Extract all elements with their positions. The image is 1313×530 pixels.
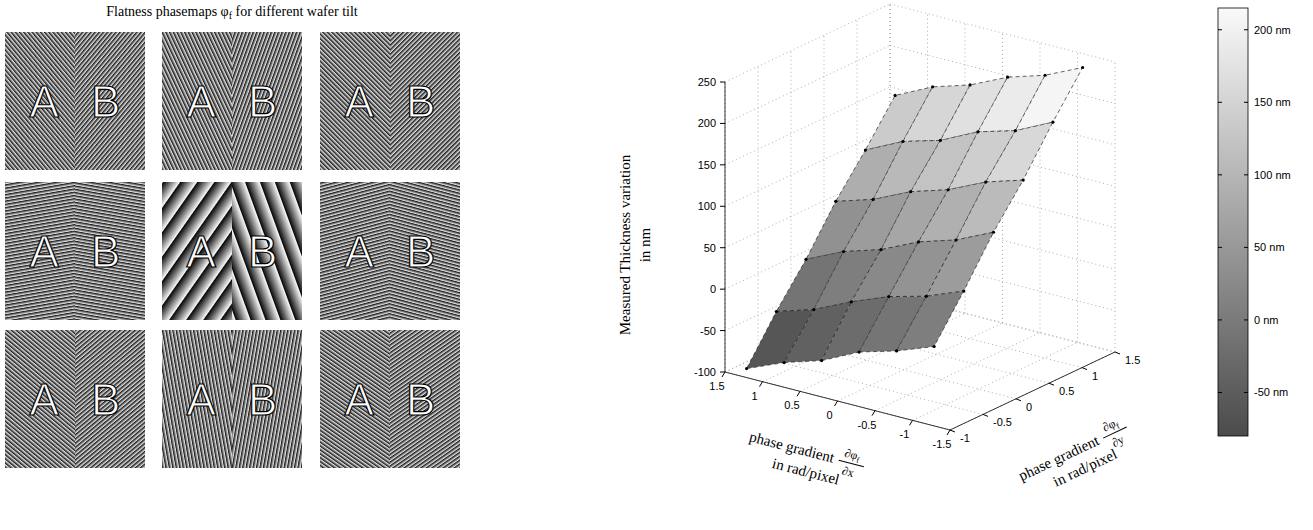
svg-text:in rad/pixel: in rad/pixel <box>771 455 842 488</box>
html-text:∂φ: ∂φ <box>1100 416 1118 435</box>
svg-text:A: A <box>345 227 375 276</box>
svg-text:-1.5: -1.5 <box>933 438 952 450</box>
svg-text:A: A <box>187 227 217 276</box>
svg-text:0: 0 <box>1026 401 1032 413</box>
svg-text:100 nm: 100 nm <box>1254 169 1291 181</box>
svg-text:-1: -1 <box>960 432 970 444</box>
svg-text:1: 1 <box>751 390 757 402</box>
svg-text:0: 0 <box>826 409 832 421</box>
svg-text:B: B <box>248 227 277 276</box>
svg-text:Flatness phasemaps φf for diff: Flatness phasemaps φf for different wafe… <box>106 4 358 21</box>
svg-text:A: A <box>187 375 217 424</box>
svg-text:-0.5: -0.5 <box>858 419 877 431</box>
svg-text:1.5: 1.5 <box>709 380 724 392</box>
svg-text:0.5: 0.5 <box>784 399 799 411</box>
svg-text:250: 250 <box>698 76 716 88</box>
svg-text:B: B <box>91 375 120 424</box>
svg-text:-50 nm: -50 nm <box>1254 386 1288 398</box>
html-text:f: f <box>855 455 861 466</box>
html-text:∂φ: ∂φ <box>843 445 860 463</box>
svg-text:in nm: in nm <box>637 227 653 262</box>
svg-text:-50: -50 <box>700 325 716 337</box>
svg-text:100: 100 <box>698 200 716 212</box>
svg-text:50: 50 <box>704 242 716 254</box>
svg-text:B: B <box>248 375 277 424</box>
svg-text:200: 200 <box>698 117 716 129</box>
svg-text:A: A <box>345 375 375 424</box>
svg-text:1: 1 <box>1092 370 1098 382</box>
svg-text:B: B <box>406 77 435 126</box>
svg-text:150: 150 <box>698 159 716 171</box>
svg-text:B: B <box>248 77 277 126</box>
svg-text:B: B <box>406 227 435 276</box>
svg-text:0: 0 <box>710 283 716 295</box>
svg-text:50 nm: 50 nm <box>1254 241 1285 253</box>
svg-text:∂x: ∂x <box>841 464 856 481</box>
svg-text:A: A <box>30 375 60 424</box>
svg-text:in rad/pixel: in rad/pixel <box>1051 446 1120 490</box>
svg-text:200 nm: 200 nm <box>1254 24 1291 36</box>
svg-text:∂y: ∂y <box>1109 432 1127 450</box>
svg-text:1.5: 1.5 <box>1125 354 1140 366</box>
svg-text:B: B <box>91 77 120 126</box>
html-text:f: f <box>1114 421 1122 431</box>
svg-text:0.5: 0.5 <box>1059 385 1074 397</box>
svg-text:phase gradient: phase gradient <box>1016 432 1102 484</box>
svg-text:A: A <box>345 77 375 126</box>
svg-text:A: A <box>30 77 60 126</box>
svg-text:-1: -1 <box>900 428 910 440</box>
svg-text:B: B <box>91 227 120 276</box>
svg-text:B: B <box>406 375 435 424</box>
svg-text:A: A <box>30 227 60 276</box>
svg-text:0 nm: 0 nm <box>1254 314 1278 326</box>
svg-text:A: A <box>187 77 217 126</box>
svg-text:phase gradient: phase gradient <box>747 428 837 466</box>
svg-text:150 nm: 150 nm <box>1254 96 1291 108</box>
svg-text:-100: -100 <box>694 366 716 378</box>
svg-text:Measured Thickness variation: Measured Thickness variation <box>617 154 633 335</box>
svg-text:-0.5: -0.5 <box>993 416 1012 428</box>
